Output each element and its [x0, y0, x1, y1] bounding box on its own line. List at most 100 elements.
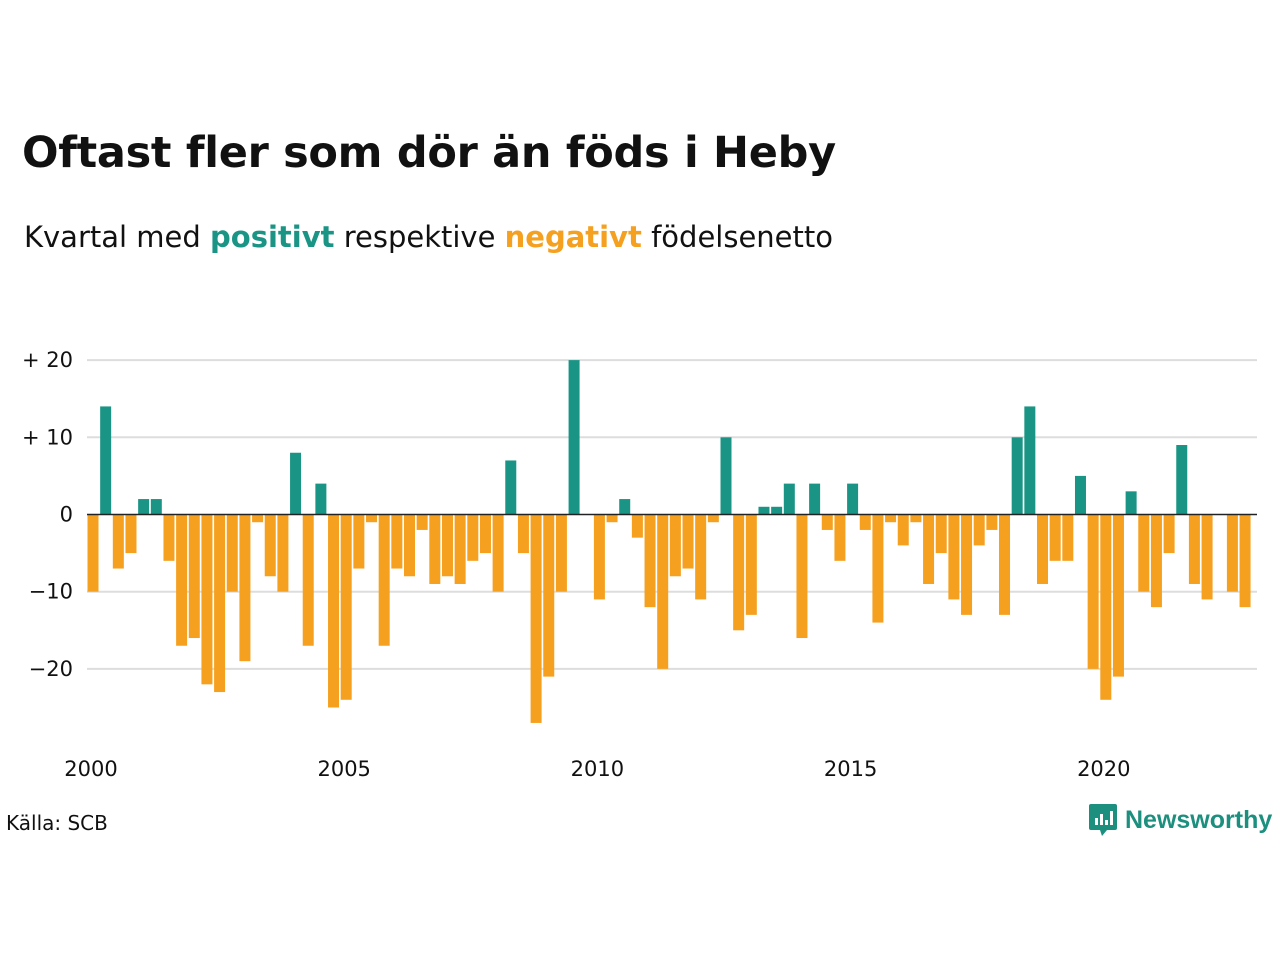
x-tick-label: 2005	[317, 757, 370, 781]
bar	[847, 483, 859, 515]
bar	[695, 514, 707, 600]
bar	[176, 514, 188, 646]
bar	[264, 514, 276, 577]
bar	[391, 514, 403, 569]
bar	[885, 514, 897, 523]
bar	[834, 514, 846, 561]
bar	[707, 514, 719, 523]
x-axis-labels: 2000 2005 2010 2015 2020	[64, 757, 1130, 781]
x-tick-label: 2020	[1077, 757, 1130, 781]
bar	[783, 483, 795, 515]
y-tick-label: + 20	[22, 348, 73, 372]
bar	[239, 514, 251, 662]
bar	[1024, 406, 1036, 515]
bar	[859, 514, 871, 530]
bar	[1201, 514, 1213, 600]
bar	[201, 514, 213, 685]
bar-chart: + 20 + 10 0 −10 −20 2000 2005 2010 2015 2020	[22, 348, 1257, 781]
subtitle-negative-word: negativt	[504, 220, 642, 254]
bar	[277, 514, 289, 592]
bar	[328, 514, 340, 708]
bar	[252, 514, 264, 523]
bar	[935, 514, 947, 554]
bar	[1049, 514, 1061, 561]
y-axis-labels: + 20 + 10 0 −10 −20	[22, 348, 73, 681]
bar	[669, 514, 681, 577]
bar	[758, 506, 770, 515]
source-note: Källa: SCB	[6, 811, 108, 835]
bar	[948, 514, 960, 600]
bar	[87, 514, 99, 592]
newsworthy-brand: Newsworthy	[1088, 803, 1272, 837]
bar	[378, 514, 390, 646]
x-tick-label: 2015	[824, 757, 877, 781]
chart-subtitle: Kvartal med positivt respektive negativt…	[24, 220, 833, 255]
bar	[353, 514, 365, 569]
bar	[290, 452, 302, 515]
bar	[1138, 514, 1150, 592]
bar	[961, 514, 973, 615]
y-tick-label: −20	[29, 657, 73, 681]
brand-name: Newsworthy	[1125, 805, 1273, 834]
bar	[416, 514, 428, 530]
bar	[910, 514, 922, 523]
y-tick-label: 0	[60, 503, 73, 527]
bar	[923, 514, 935, 584]
bar	[125, 514, 137, 554]
bar	[302, 514, 314, 646]
newsworthy-logo-icon	[1089, 804, 1117, 836]
subtitle-middle: respektive	[334, 220, 505, 254]
bar	[1176, 445, 1188, 515]
bar	[1188, 514, 1200, 584]
bar	[568, 360, 580, 515]
bar	[973, 514, 985, 546]
bar	[479, 514, 491, 554]
bar	[100, 406, 112, 515]
bar	[188, 514, 200, 639]
bar	[1087, 514, 1099, 669]
bar	[1150, 514, 1162, 608]
bar	[619, 499, 631, 515]
bar	[1226, 514, 1238, 592]
bar	[606, 514, 618, 523]
bar	[555, 514, 567, 592]
bar	[517, 514, 529, 554]
bar	[872, 514, 884, 623]
bar	[492, 514, 504, 592]
bar	[657, 514, 669, 669]
x-tick-label: 2010	[571, 757, 624, 781]
bar	[366, 514, 378, 523]
bar	[404, 514, 415, 577]
bar	[1062, 514, 1074, 561]
bar	[1112, 514, 1124, 677]
y-tick-label: + 10	[22, 425, 73, 449]
bar	[1100, 514, 1112, 700]
bar	[1125, 491, 1137, 515]
bar	[441, 514, 453, 577]
chart-title: Oftast fler som dör än föds i Heby	[22, 128, 836, 178]
bar	[543, 514, 555, 677]
bar	[745, 514, 757, 615]
bar	[1011, 437, 1023, 515]
bar	[429, 514, 441, 584]
bar	[150, 499, 162, 515]
bar	[1239, 514, 1251, 608]
bar	[771, 506, 783, 515]
bar	[720, 437, 732, 515]
subtitle-suffix: födelsenetto	[641, 220, 833, 254]
bar	[214, 514, 226, 693]
bar	[1163, 514, 1175, 554]
y-tick-label: −10	[29, 580, 73, 604]
bar	[796, 514, 808, 639]
bar	[733, 514, 745, 631]
bar	[315, 483, 327, 515]
bar	[467, 514, 479, 561]
bar	[644, 514, 656, 608]
bar	[682, 514, 694, 569]
bar	[821, 514, 833, 530]
subtitle-prefix: Kvartal med	[24, 220, 211, 254]
bar	[163, 514, 175, 561]
subtitle-positive-word: positivt	[210, 220, 335, 254]
bar	[593, 514, 605, 600]
bar	[138, 499, 150, 515]
